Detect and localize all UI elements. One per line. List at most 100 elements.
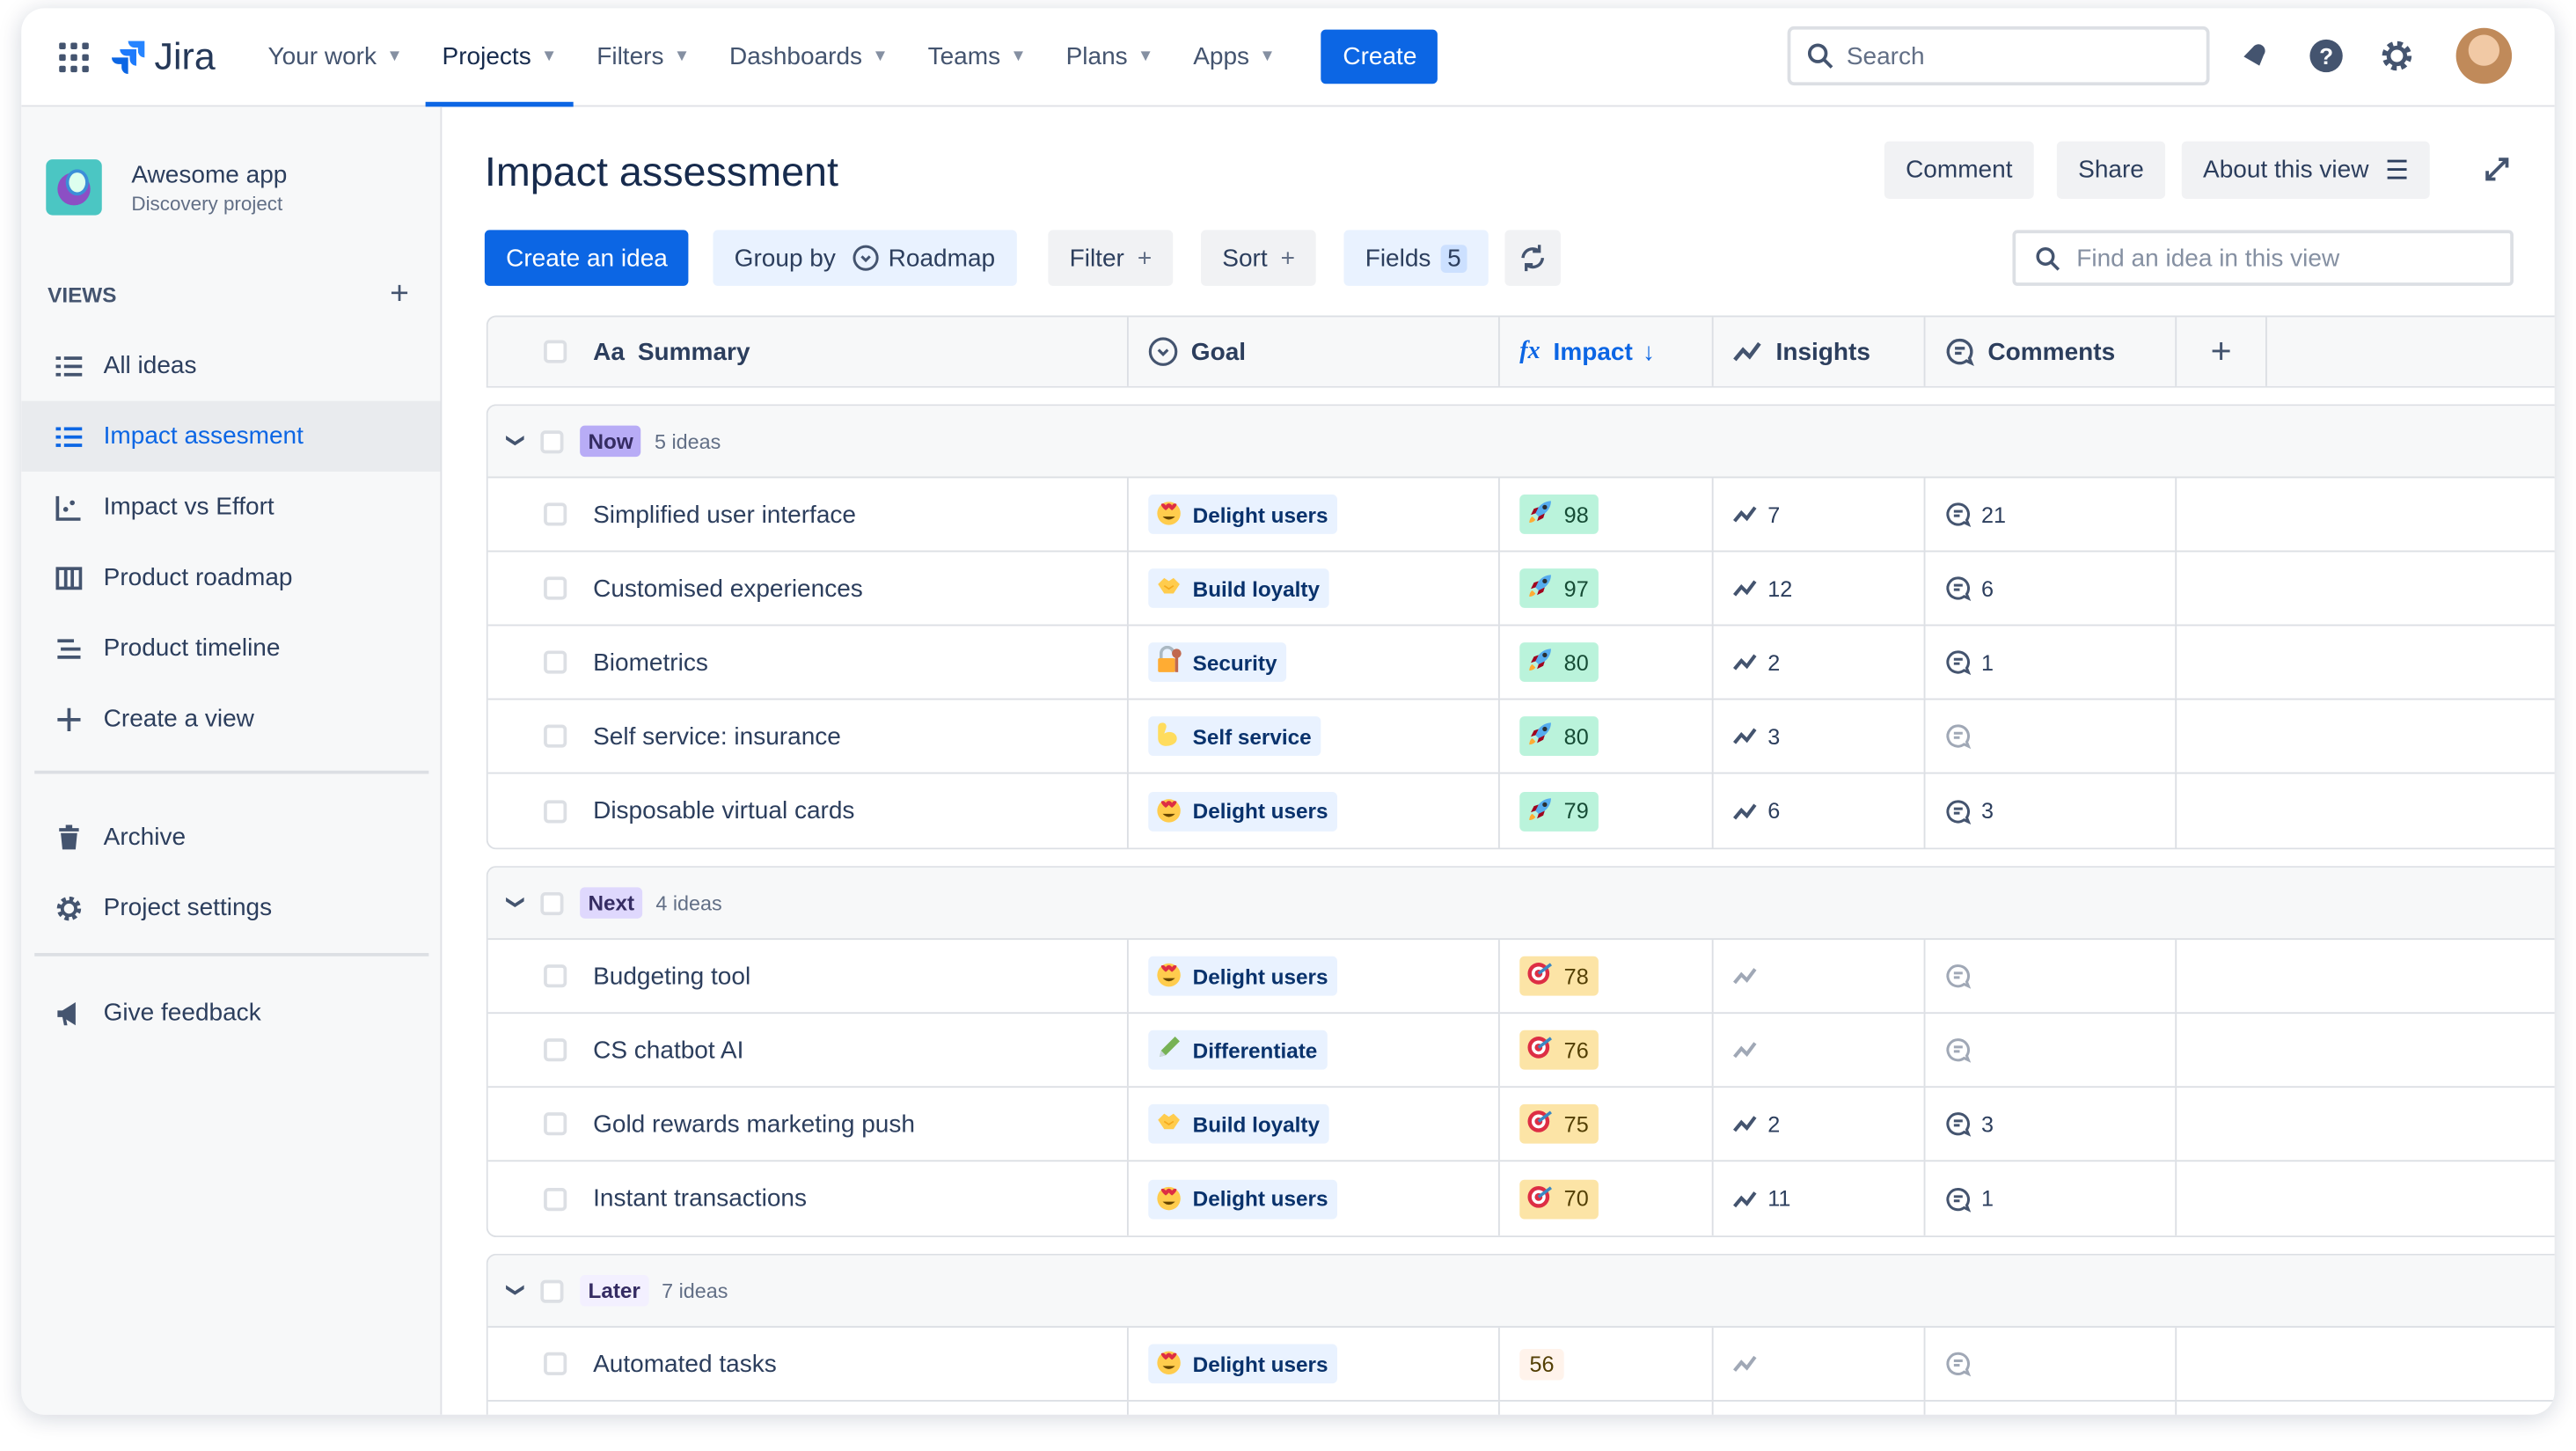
comments-count[interactable]: 6 [1945, 575, 1994, 602]
idea-summary[interactable]: Instant transactions [593, 1184, 807, 1213]
table-row[interactable]: Budgeting tool Delight users 78 [487, 940, 2555, 1015]
column-summary[interactable]: Aa Summary [488, 317, 1129, 386]
nav-filters[interactable]: Filters ▼ [581, 8, 706, 106]
idea-summary[interactable]: Automated tasks [593, 1349, 777, 1378]
create-idea-button[interactable]: Create an idea [484, 230, 690, 286]
nav-projects[interactable]: Projects ▼ [425, 8, 574, 106]
project-header[interactable]: Awesome app Discovery project [46, 159, 287, 216]
nav-dashboards[interactable]: Dashboards ▼ [713, 8, 904, 106]
insights-count[interactable]: 3 [1733, 724, 1780, 749]
add-view-icon[interactable]: + [390, 275, 409, 312]
idea-summary[interactable]: Self service: insurance [593, 722, 841, 751]
row-checkbox[interactable] [544, 650, 567, 674]
comments-count[interactable]: 3 [1945, 1110, 1994, 1137]
search-input[interactable]: Search [1787, 26, 2210, 86]
insights-count[interactable]: 11 [1733, 1186, 1790, 1211]
table-row[interactable]: Biometrics Security 80 2 1 [487, 626, 2555, 700]
idea-summary[interactable]: Budgeting tool [593, 962, 751, 991]
comments-count[interactable]: 3 [1945, 798, 1994, 824]
insights-count[interactable] [1733, 1354, 1767, 1374]
nav-teams[interactable]: Teams ▼ [911, 8, 1043, 106]
insights-count[interactable]: 12 [1733, 575, 1792, 600]
nav-apps[interactable]: Apps ▼ [1177, 8, 1292, 106]
table-row[interactable]: Simplified user interface Delight users … [487, 478, 2555, 553]
group-header[interactable]: ❯ Later 7 ideas [487, 1255, 2555, 1328]
insights-count[interactable]: 2 [1733, 650, 1780, 675]
sidebar-item-all-ideas[interactable]: All ideas [21, 330, 440, 400]
fields-button[interactable]: Fields 5 [1343, 230, 1489, 286]
group-by-button[interactable]: Group by Roadmap [713, 230, 1017, 286]
idea-summary[interactable]: Disposable virtual cards [593, 796, 855, 825]
chevron-down-icon[interactable]: ❯ [505, 433, 525, 449]
sort-button[interactable]: Sort + [1200, 230, 1317, 286]
idea-summary[interactable]: Simplified user interface [593, 500, 857, 529]
share-button[interactable]: Share [2056, 141, 2166, 199]
idea-summary[interactable]: Customised experiences [593, 574, 863, 603]
row-checkbox[interactable] [544, 576, 567, 600]
row-checkbox[interactable] [544, 964, 567, 988]
user-avatar[interactable] [2455, 27, 2513, 84]
column-impact[interactable]: fx Impact ↓ [1500, 317, 1714, 386]
comments-count[interactable] [1945, 963, 1981, 989]
comments-count[interactable] [1945, 723, 1981, 750]
nav-plans[interactable]: Plans ▼ [1050, 8, 1170, 106]
select-all-checkbox[interactable] [544, 340, 567, 363]
table-row[interactable]: Self service: insurance Self service 80 … [487, 700, 2555, 774]
autosave-toggle[interactable] [1504, 230, 1561, 286]
about-view-button[interactable]: About this view ☰ [2181, 141, 2431, 199]
table-row[interactable]: Automated tasks Delight users 56 [487, 1327, 2555, 1402]
nav-your-work[interactable]: Your work ▼ [252, 8, 420, 106]
row-checkbox[interactable] [544, 1112, 567, 1136]
row-checkbox[interactable] [544, 1352, 567, 1375]
create-button[interactable]: Create [1321, 29, 1438, 84]
comments-count[interactable]: 1 [1945, 649, 1994, 676]
table-row[interactable]: Gold rewards marketing push Build loyalt… [487, 1088, 2555, 1162]
row-checkbox[interactable] [544, 1187, 567, 1211]
group-checkbox[interactable] [540, 429, 564, 453]
sidebar-item-impact-assesment[interactable]: Impact assesment [21, 400, 441, 472]
find-idea-input[interactable]: Find an idea in this view [2012, 230, 2514, 286]
idea-summary[interactable]: CS chatbot AI [593, 1036, 744, 1065]
table-row[interactable] [488, 1401, 2555, 1415]
group-checkbox[interactable] [540, 891, 564, 915]
group-header[interactable]: ❯ Next 4 ideas [487, 867, 2555, 941]
sidebar-item-impact-vs-effort[interactable]: Impact vs Effort [21, 472, 440, 542]
sidebar-item-create-a-view[interactable]: Create a view [21, 684, 440, 754]
column-insights[interactable]: Insights [1714, 317, 1926, 386]
table-row[interactable]: Disposable virtual cards Delight users 7… [488, 773, 2555, 848]
fullscreen-icon[interactable] [2477, 150, 2517, 189]
filter-button[interactable]: Filter + [1048, 230, 1174, 286]
comments-count[interactable] [1945, 1037, 1981, 1063]
settings-icon[interactable] [2377, 36, 2417, 76]
help-icon[interactable]: ? [2307, 36, 2346, 76]
insights-count[interactable]: 7 [1733, 502, 1780, 526]
notifications-icon[interactable] [2236, 36, 2275, 76]
row-checkbox[interactable] [544, 502, 567, 526]
sidebar-item-product-timeline[interactable]: Product timeline [21, 613, 440, 684]
group-header[interactable]: ❯ Now 5 ideas [487, 406, 2555, 479]
jira-logo[interactable]: Jira [111, 34, 216, 78]
insights-count[interactable]: 6 [1733, 799, 1780, 824]
comments-count[interactable]: 1 [1945, 1185, 1994, 1212]
group-checkbox[interactable] [540, 1279, 564, 1302]
chevron-down-icon[interactable]: ❯ [505, 1282, 525, 1298]
insights-count[interactable]: 2 [1733, 1111, 1780, 1136]
idea-summary[interactable]: Biometrics [593, 648, 708, 677]
column-comments[interactable]: Comments [1925, 317, 2177, 386]
chevron-down-icon[interactable]: ❯ [505, 894, 525, 910]
comment-button[interactable]: Comment [1884, 141, 2034, 199]
table-row[interactable]: Customised experiences Build loyalty 97 … [487, 552, 2555, 627]
row-checkbox[interactable] [544, 1038, 567, 1062]
table-row[interactable]: Instant transactions Delight users 70 11… [488, 1162, 2555, 1236]
sidebar-item-give-feedback[interactable]: Give feedback [21, 978, 440, 1048]
sidebar-item-project-settings[interactable]: Project settings [21, 873, 440, 943]
comments-count[interactable]: 21 [1945, 502, 2006, 528]
insights-count[interactable] [1733, 1040, 1767, 1059]
sidebar-item-archive[interactable]: Archive [21, 802, 440, 872]
idea-summary[interactable]: Gold rewards marketing push [593, 1110, 915, 1139]
row-checkbox[interactable] [544, 724, 567, 748]
app-switcher-icon[interactable] [59, 41, 89, 72]
column-goal[interactable]: Goal [1129, 317, 1500, 386]
table-row[interactable]: CS chatbot AI Differentiate 76 [487, 1014, 2555, 1088]
add-column-button[interactable]: + [2177, 317, 2267, 386]
